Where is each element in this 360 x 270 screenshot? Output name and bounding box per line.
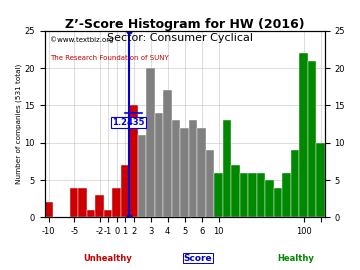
Title: Z’-Score Histogram for HW (2016): Z’-Score Histogram for HW (2016) — [65, 18, 305, 31]
Text: Unhealthy: Unhealthy — [84, 254, 132, 262]
Bar — [147, 68, 155, 217]
Text: Score: Score — [184, 254, 212, 262]
Y-axis label: Number of companies (531 total): Number of companies (531 total) — [15, 64, 22, 184]
Bar — [87, 210, 95, 217]
Bar — [231, 165, 240, 217]
Bar — [197, 128, 206, 217]
Bar — [265, 180, 274, 217]
Bar — [291, 150, 299, 217]
Text: Sector: Consumer Cyclical: Sector: Consumer Cyclical — [107, 33, 253, 43]
Bar — [70, 187, 78, 217]
Bar — [172, 120, 180, 217]
Text: The Research Foundation of SUNY: The Research Foundation of SUNY — [50, 55, 169, 61]
Text: Healthy: Healthy — [277, 254, 314, 262]
Bar — [112, 187, 121, 217]
Bar — [155, 113, 163, 217]
Bar — [180, 128, 189, 217]
Bar — [206, 150, 214, 217]
Bar — [138, 135, 147, 217]
Text: 1.2435: 1.2435 — [112, 118, 145, 127]
Bar — [299, 53, 308, 217]
Bar — [240, 173, 248, 217]
Bar — [248, 173, 257, 217]
Bar — [104, 210, 112, 217]
Bar — [189, 120, 197, 217]
Bar — [282, 173, 291, 217]
Bar — [316, 143, 325, 217]
Bar — [274, 187, 282, 217]
Bar — [214, 173, 223, 217]
Bar — [308, 60, 316, 217]
Bar — [223, 120, 231, 217]
Bar — [121, 165, 130, 217]
Bar — [45, 202, 53, 217]
Text: ©www.textbiz.org: ©www.textbiz.org — [50, 36, 113, 43]
Bar — [95, 195, 104, 217]
Bar — [130, 105, 138, 217]
Bar — [257, 173, 265, 217]
Bar — [163, 90, 172, 217]
Bar — [78, 187, 87, 217]
